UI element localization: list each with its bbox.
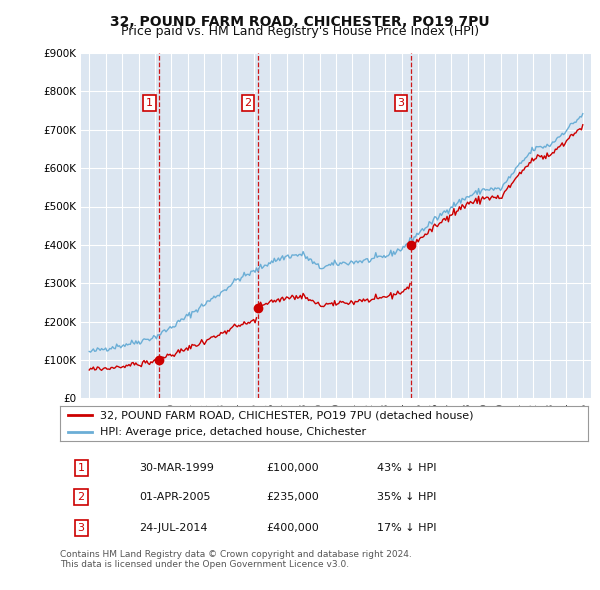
Text: 2: 2 xyxy=(244,98,251,108)
Text: 30-MAR-1999: 30-MAR-1999 xyxy=(139,463,214,473)
Text: 35% ↓ HPI: 35% ↓ HPI xyxy=(377,492,436,502)
Text: 2: 2 xyxy=(77,492,85,502)
Text: Price paid vs. HM Land Registry's House Price Index (HPI): Price paid vs. HM Land Registry's House … xyxy=(121,25,479,38)
Text: £400,000: £400,000 xyxy=(266,523,319,533)
Text: 3: 3 xyxy=(398,98,404,108)
Text: 17% ↓ HPI: 17% ↓ HPI xyxy=(377,523,436,533)
Text: 01-APR-2005: 01-APR-2005 xyxy=(139,492,211,502)
Text: HPI: Average price, detached house, Chichester: HPI: Average price, detached house, Chic… xyxy=(100,427,366,437)
Text: 1: 1 xyxy=(77,463,85,473)
Text: Contains HM Land Registry data © Crown copyright and database right 2024.
This d: Contains HM Land Registry data © Crown c… xyxy=(60,550,412,569)
Text: 43% ↓ HPI: 43% ↓ HPI xyxy=(377,463,436,473)
Text: 3: 3 xyxy=(77,523,85,533)
Text: 1: 1 xyxy=(146,98,153,108)
Text: 32, POUND FARM ROAD, CHICHESTER, PO19 7PU (detached house): 32, POUND FARM ROAD, CHICHESTER, PO19 7P… xyxy=(100,411,473,421)
Text: 24-JUL-2014: 24-JUL-2014 xyxy=(139,523,208,533)
Text: £235,000: £235,000 xyxy=(266,492,319,502)
Text: £100,000: £100,000 xyxy=(266,463,319,473)
Text: 32, POUND FARM ROAD, CHICHESTER, PO19 7PU: 32, POUND FARM ROAD, CHICHESTER, PO19 7P… xyxy=(110,15,490,29)
